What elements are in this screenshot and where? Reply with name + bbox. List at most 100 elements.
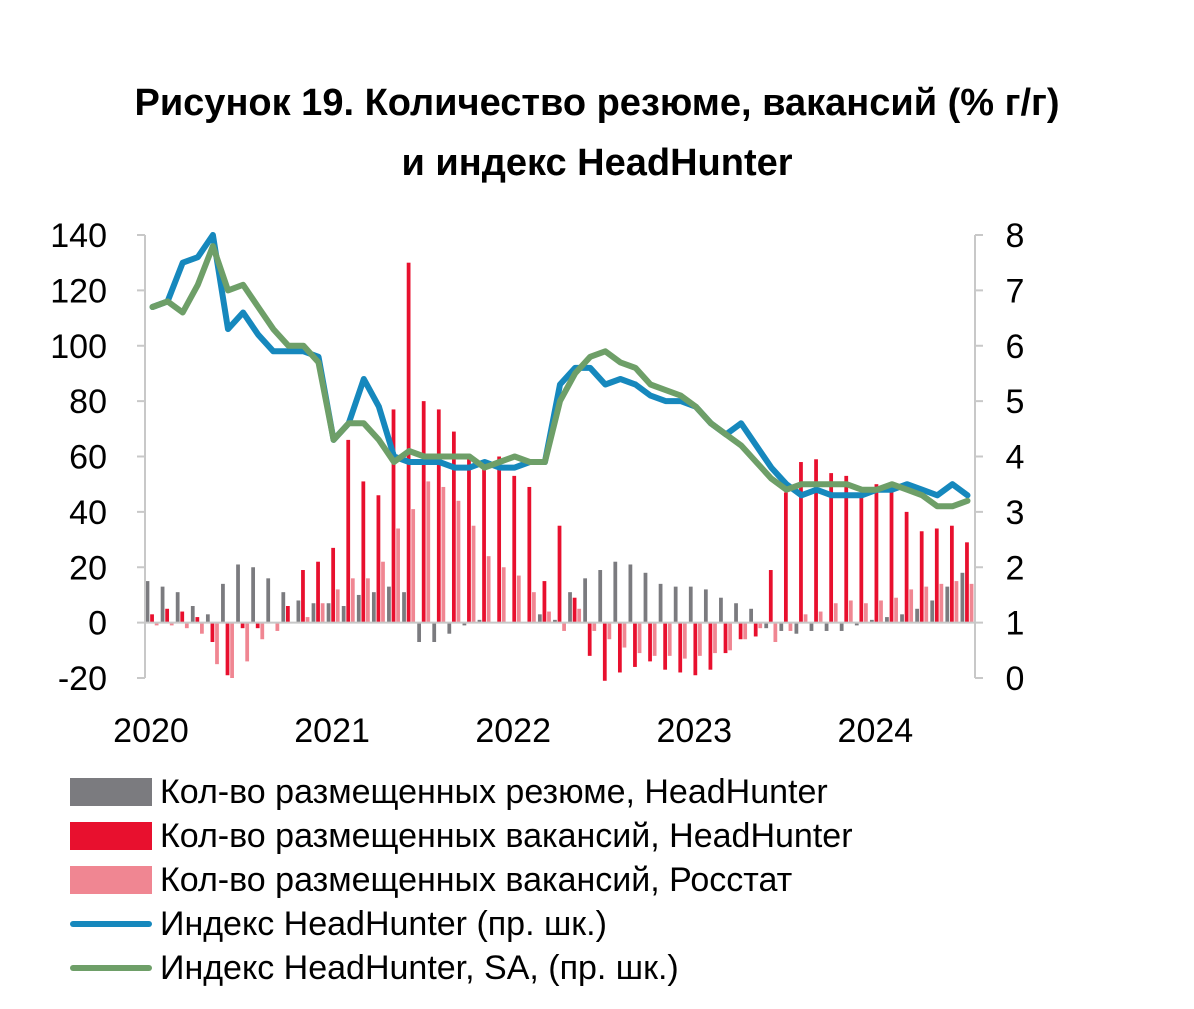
bar-vacancies-hh (648, 622, 652, 662)
bar-vacancies-hh (482, 464, 486, 623)
left-y-tick-label: 80 (69, 383, 107, 421)
right-y-tick-label: 1 (1006, 605, 1025, 643)
bar-resumes (221, 583, 225, 623)
bar-resumes (613, 561, 618, 623)
bar-vacancies-hh (150, 614, 154, 623)
bar-resumes (371, 592, 376, 623)
bar-resumes (869, 619, 874, 623)
bar-vacancies-rosstat (652, 622, 657, 656)
bar-vacancies-rosstat (682, 622, 687, 659)
bar-vacancies-hh (753, 622, 758, 637)
right-y-tick-label: 4 (1006, 439, 1025, 477)
bar-resumes (160, 586, 165, 623)
bar-vacancies-hh (240, 622, 245, 629)
bar-vacancies-hh (572, 597, 577, 623)
bar-resumes (688, 586, 693, 623)
bar-vacancies-hh (451, 431, 456, 623)
bar-vacancies-hh (919, 531, 924, 623)
bar-vacancies-rosstat (637, 622, 642, 654)
bar-vacancies-rosstat (848, 600, 853, 623)
legend-label: Индекс HeadHunter, SA, (пр. шк.) (160, 948, 679, 987)
bar-vacancies-rosstat (954, 581, 959, 623)
chart-title-line-2: и индекс HeadHunter (401, 142, 793, 184)
bar-vacancies-hh (617, 622, 622, 673)
bar-vacancies-hh (331, 547, 336, 623)
bar-vacancies-hh (255, 622, 260, 629)
bar-vacancies-hh (678, 622, 683, 673)
bar-vacancies-rosstat (501, 567, 506, 623)
bar-vacancies-rosstat (969, 583, 974, 623)
bar-vacancies-rosstat (169, 622, 174, 626)
bar-vacancies-hh (421, 401, 426, 623)
left-y-tick-label: 120 (50, 272, 107, 310)
bar-resumes (145, 581, 150, 623)
bar-vacancies-rosstat (758, 622, 763, 629)
legend-label: Кол-во размещенных резюме, HeadHunter (160, 772, 828, 811)
bar-resumes (779, 622, 784, 631)
index-headhunter-sa-line (149, 243, 971, 510)
bar-resumes (809, 622, 814, 631)
bar-resumes (583, 578, 588, 623)
x-tick-label: 2021 (294, 712, 370, 750)
legend-item: Кол-во размещенных резюме, HeadHunter (70, 770, 853, 814)
bar-resumes (598, 570, 603, 623)
x-tick-label: 2020 (113, 712, 189, 750)
bar-vacancies-hh (210, 622, 215, 643)
left-y-tick-label: 60 (69, 439, 107, 477)
bar-vacancies-hh (799, 462, 803, 623)
bar-resumes (477, 619, 482, 623)
bar-resumes (311, 603, 316, 623)
bar-resumes (417, 622, 422, 643)
bar-resumes (885, 617, 889, 623)
bar-resumes (628, 564, 633, 623)
bar-resumes (945, 586, 950, 623)
bar-resumes (749, 608, 754, 623)
index-headhunter-line (149, 232, 971, 499)
bar-resumes (402, 592, 406, 623)
bar-vacancies-rosstat (698, 622, 702, 656)
bar-vacancies-rosstat (366, 578, 370, 623)
bar-vacancies-rosstat (864, 603, 868, 623)
right-y-tick-label: 0 (1006, 660, 1025, 698)
bar-resumes (673, 586, 678, 623)
bar-resumes (734, 603, 738, 623)
legend-label: Кол-во размещенных вакансий, Росстат (160, 860, 793, 899)
bar-vacancies-hh (180, 611, 185, 623)
bar-vacancies-hh (376, 495, 381, 623)
bar-vacancies-hh (316, 561, 320, 623)
right-y-tick-label: 5 (1006, 383, 1025, 421)
bar-resumes (341, 606, 346, 623)
bar-resumes (175, 592, 180, 623)
bar-resumes (553, 619, 557, 623)
bar-vacancies-hh (965, 542, 969, 623)
bar-vacancies-rosstat (728, 622, 732, 651)
bar-vacancies-hh (934, 528, 939, 623)
bar-vacancies-rosstat (532, 592, 536, 623)
bar-resumes (794, 622, 799, 634)
bar-resumes (190, 606, 195, 623)
bar-vacancies-rosstat (894, 597, 898, 623)
bar-vacancies-rosstat (818, 611, 823, 623)
bar-vacancies-rosstat (833, 603, 838, 623)
bar-vacancies-hh (436, 409, 441, 623)
x-tick-label: 2022 (475, 712, 551, 750)
bar-vacancies-hh (874, 484, 879, 623)
bar-vacancies-hh (633, 622, 637, 667)
bar-resumes (568, 592, 572, 623)
bar-vacancies-rosstat (788, 622, 793, 631)
bar-vacancies-rosstat (577, 608, 582, 623)
bar-vacancies-rosstat (547, 611, 551, 623)
bar-vacancies-rosstat (622, 622, 627, 648)
bar-vacancies-hh (783, 492, 788, 623)
bar-vacancies-rosstat (667, 622, 672, 656)
bar-resumes (824, 622, 829, 631)
bar-vacancies-hh (361, 481, 366, 623)
bar-resumes (658, 583, 663, 623)
left-y-tick-label: 20 (69, 549, 107, 587)
chart-area: -20 0 20 40 60 80 100 120 140 0 1 2 3 4 5 6 7 8 2020 2021 20… (50, 217, 1025, 750)
legend-line-swatch (70, 965, 152, 971)
bar-vacancies-rosstat (411, 509, 416, 623)
bar-vacancies-rosstat (200, 622, 204, 634)
right-y-tick-label: 6 (1006, 328, 1025, 366)
bar-vacancies-hh (602, 622, 607, 681)
